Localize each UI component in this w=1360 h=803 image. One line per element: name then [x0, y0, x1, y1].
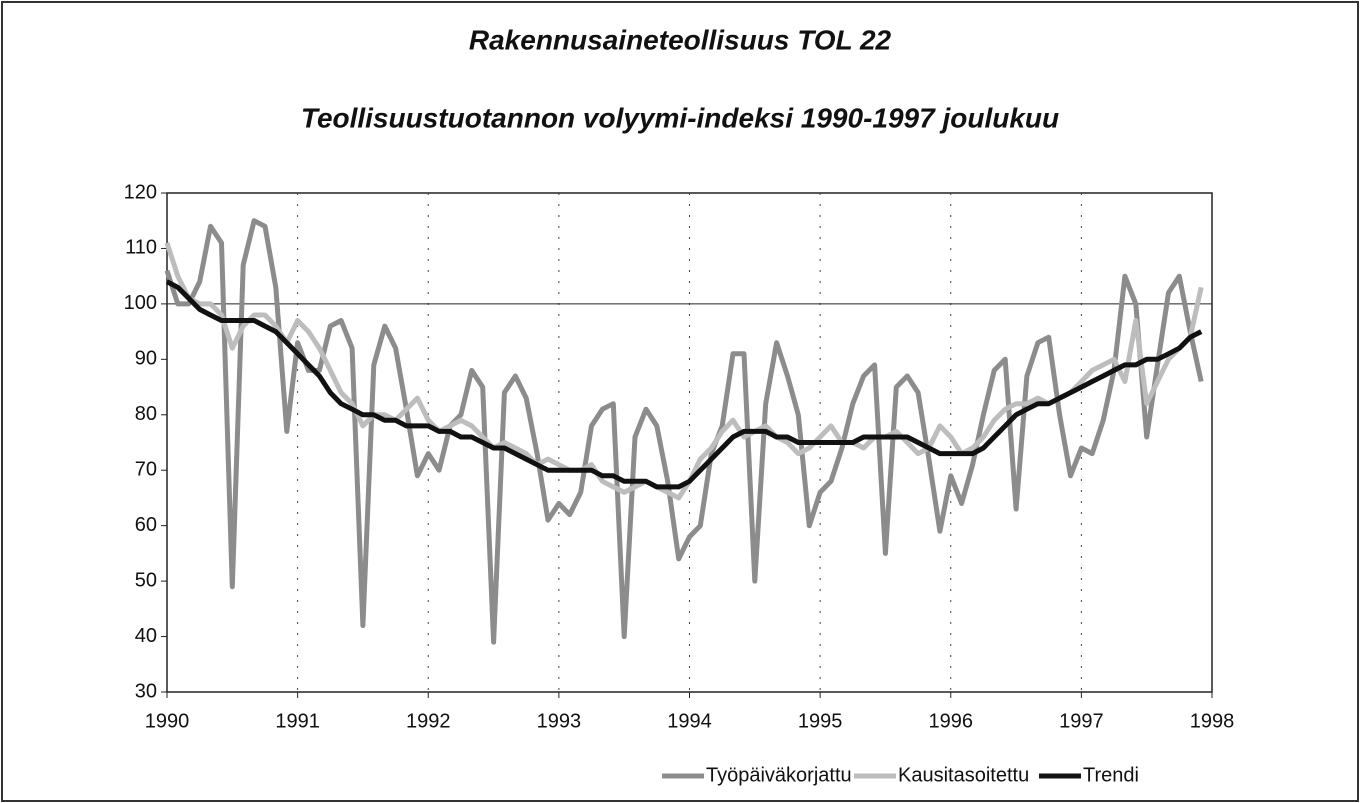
plot-area: [166, 192, 1213, 693]
y-tick-label: 100: [124, 292, 157, 314]
series-line: [165, 279, 1203, 490]
legend-label: Trendi: [1083, 764, 1139, 786]
legend-label: Työpäiväkorjattu: [706, 764, 852, 786]
x-tick-label: 1992: [406, 710, 451, 732]
y-tick-label: 60: [135, 514, 157, 536]
series-line: [164, 242, 1204, 501]
y-tick-label: 110: [125, 237, 157, 259]
chart-title: Rakennusaineteollisuus TOL 22: [469, 24, 892, 55]
y-tick-label: 90: [135, 348, 157, 370]
chart-subtitle: Teollisuustuotannon volyymi-indeksi 1990…: [301, 102, 1059, 133]
x-tick-label: 1993: [537, 710, 582, 732]
x-tick-label: 1997: [1059, 710, 1104, 732]
x-tick-label: 1990: [145, 710, 190, 732]
x-tick-label: 1991: [275, 710, 320, 732]
series-line: [164, 218, 1204, 645]
y-tick-label: 50: [135, 569, 157, 591]
x-tick-label: 1994: [667, 710, 712, 732]
x-tick-label: 1995: [798, 710, 843, 732]
legend-label: Kausitasoitettu: [898, 764, 1029, 786]
x-tick-label: 1996: [929, 710, 974, 732]
y-tick-label: 70: [135, 459, 157, 481]
y-tick-label: 40: [135, 625, 157, 647]
x-tick-label: 1998: [1190, 710, 1235, 732]
y-tick-label: 80: [135, 403, 157, 425]
y-tick-label: 30: [135, 680, 157, 702]
y-tick-label: 120: [124, 181, 157, 203]
